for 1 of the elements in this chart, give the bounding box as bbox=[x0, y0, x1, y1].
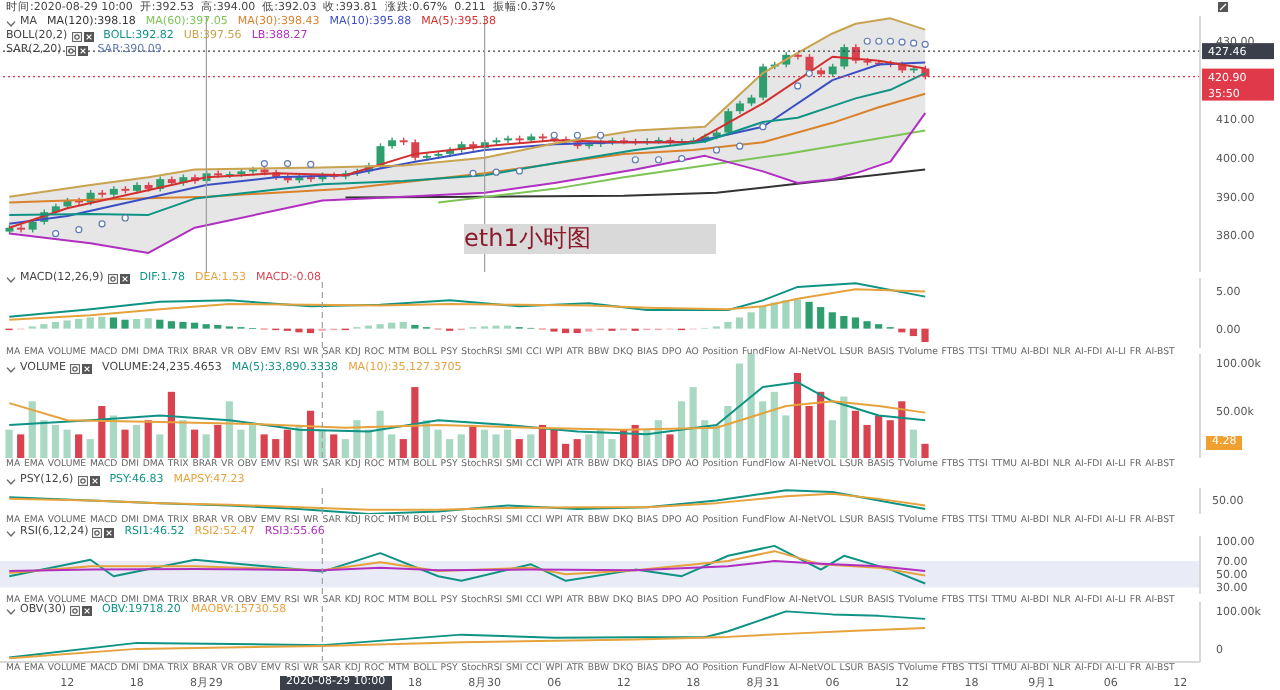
caption-box: eth1小时图 bbox=[464, 224, 716, 254]
